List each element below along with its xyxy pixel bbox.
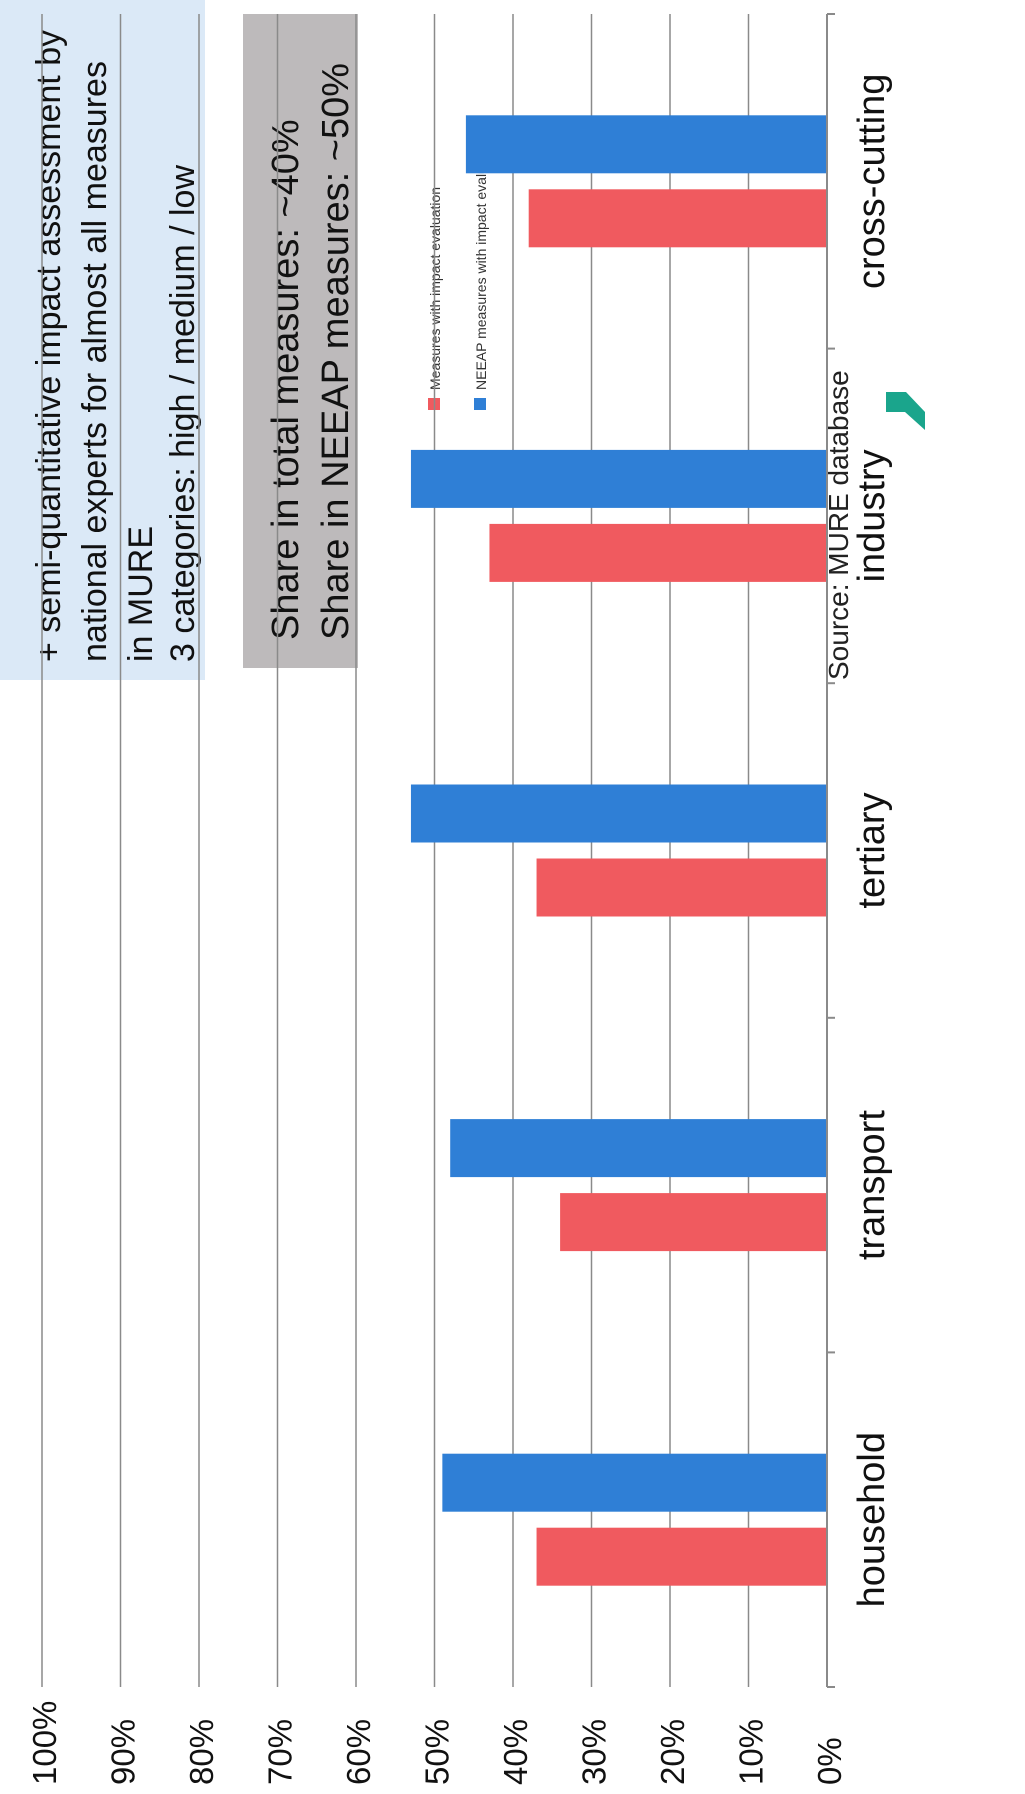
category-label: industry [851,449,893,582]
value-tick-label: 40% [497,1719,534,1785]
share-box: Share in total measures: ~40% Share in N… [243,14,358,668]
info-box-background [0,0,205,680]
value-tick-label: 10% [733,1719,770,1785]
legend-swatch-series-2 [474,398,486,410]
source-text: Source: MURE database [823,370,854,680]
category-label: cross-cutting [851,74,893,289]
share-box-background [243,14,358,668]
bar-series-1-transport [560,1193,827,1252]
category-label: household [851,1432,893,1607]
share-box-line-2: Share in NEEAP measures: ~50% [315,63,357,640]
bar-series-1-household [536,1527,827,1586]
bar-series-1-industry [489,523,827,582]
bar-series-2-household [442,1453,827,1512]
bar-series-2-transport [450,1119,827,1178]
bar-series-2-cross-cutting [465,115,827,174]
value-tick-label: 50% [419,1719,456,1785]
category-label: tertiary [851,792,893,908]
category-label: transport [851,1110,893,1260]
green-chevron-logo-icon [886,392,925,430]
value-tick-label: 100% [26,1701,63,1785]
share-box-line-1: Share in total measures: ~40% [265,119,307,640]
legend: Measures with impact evaluation NEEAP me… [427,136,489,410]
logo-chevron-shape [886,392,925,430]
bar-series-1-cross-cutting [528,189,827,248]
axis-layer: 0% 10% 20% 30% 40% 50% 60% 70% 80% 90% 100% househo… [26,13,893,1785]
grid-layer [41,14,750,1687]
bars-layer [410,115,827,1586]
bar-series-2-tertiary [410,784,827,843]
bar-series-1-tertiary [536,858,827,917]
value-tick-label: 90% [105,1719,142,1785]
info-box-line-4: 3 categories: high / medium / low [164,165,202,662]
info-box-line-2: national experts for almost all measures [76,61,114,662]
value-tick-label: 0% [811,1737,848,1785]
value-tick-label: 80% [183,1719,220,1785]
info-box-line-3: in MURE [122,526,160,662]
info-box: + semi-quantitative impact assessment by… [0,0,205,680]
value-tick-label: 30% [576,1719,613,1785]
info-box-line-1: + semi-quantitative impact assessment by [30,30,68,662]
value-tick-label: 20% [654,1719,691,1785]
value-tick-label: 60% [340,1719,377,1785]
bar-series-2-industry [410,449,827,508]
value-tick-label: 70% [262,1719,299,1785]
legend-label-series-2: NEEAP measures with impact evaluation [473,136,489,390]
